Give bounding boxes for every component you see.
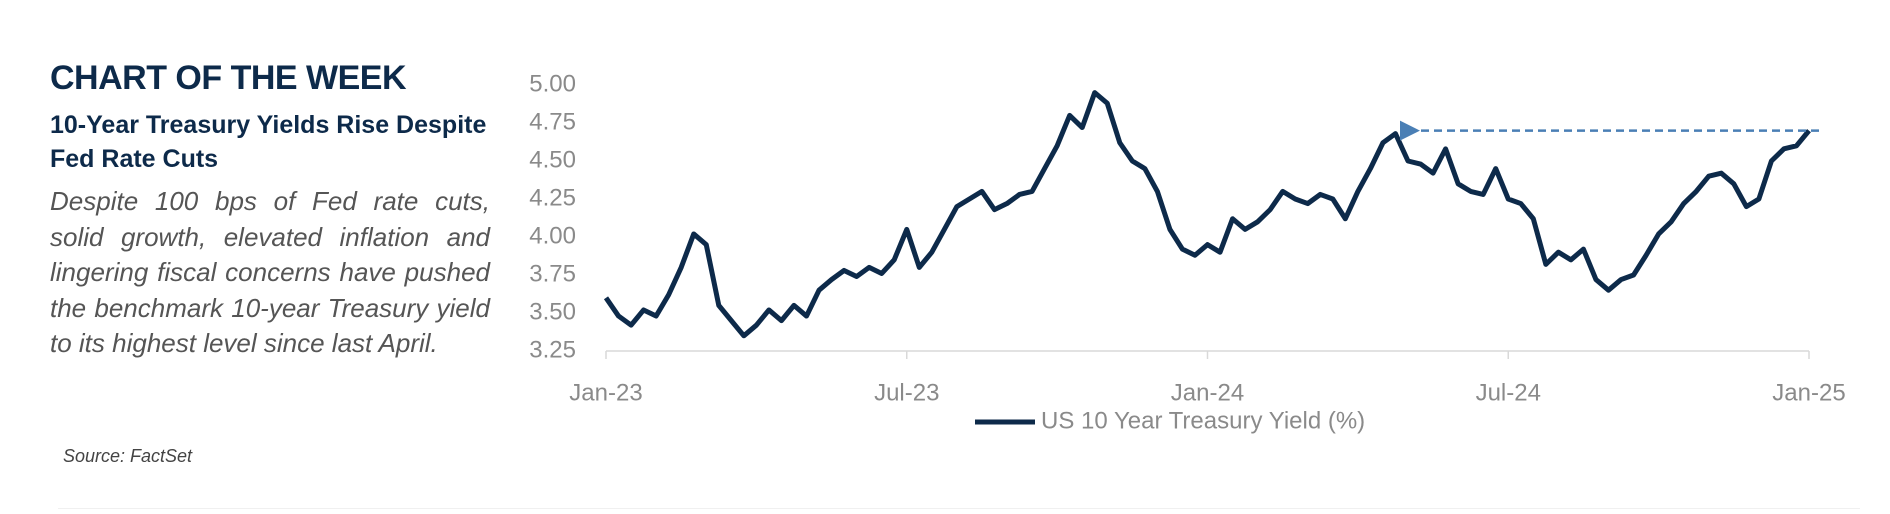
source: Source: FactSet xyxy=(63,446,193,466)
x-tick-label: Jan-24 xyxy=(1171,379,1244,406)
x-tick-label: Jan-23 xyxy=(569,379,642,406)
y-tick-label: 4.75 xyxy=(529,108,576,135)
x-tick-label: Jul-23 xyxy=(874,379,939,406)
text-panel: CHART OF THE WEEK 10-Year Treasury Yield… xyxy=(50,56,490,362)
y-tick-label: 3.25 xyxy=(529,336,576,363)
y-tick-label: 3.75 xyxy=(529,260,576,287)
x-tick-label: Jul-24 xyxy=(1476,379,1541,406)
x-tick-label: Jan-25 xyxy=(1772,379,1845,406)
heading: CHART OF THE WEEK xyxy=(50,59,407,97)
legend-label: US 10 Year Treasury Yield (%) xyxy=(1041,407,1365,434)
y-tick-label: 4.00 xyxy=(529,222,576,249)
divider xyxy=(58,508,1860,509)
y-tick-label: 3.50 xyxy=(529,298,576,325)
y-tick-label: 5.00 xyxy=(529,70,576,97)
body-text: Despite 100 bps of Fed rate cuts, solid … xyxy=(50,186,490,358)
series-line xyxy=(603,90,1811,339)
subtitle: 10-Year Treasury Yields Rise Despite Fed… xyxy=(50,111,487,173)
y-tick-label: 4.50 xyxy=(529,146,576,173)
y-tick-label: 4.25 xyxy=(529,184,576,211)
